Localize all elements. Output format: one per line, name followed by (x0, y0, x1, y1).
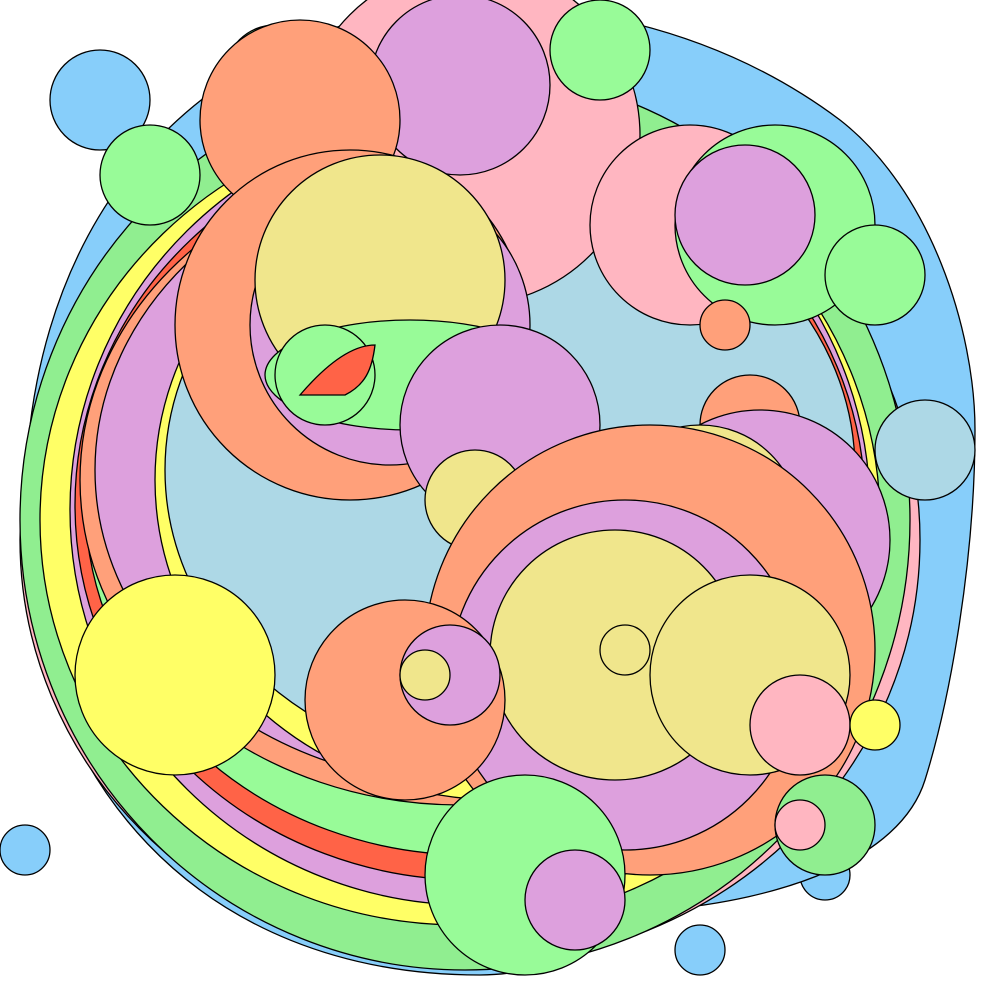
circle-right-lightblue (874, 399, 976, 501)
circle-outer-bottom-left (0, 824, 51, 876)
circle-low-left-dot (399, 649, 451, 701)
sliver-tomato-left (298, 344, 376, 396)
circle-ll-yellow (74, 574, 276, 776)
circle-tiny-salmon (699, 299, 751, 351)
circle-top-plum (369, 0, 551, 176)
circle-right-green-far (824, 224, 926, 326)
main-cluster (19, 0, 976, 976)
circle-bottom-plum (524, 849, 626, 951)
circle-rl-pink-small (774, 799, 826, 851)
circle-rl-yellow-small (849, 699, 901, 751)
circle-rl-pink (749, 674, 851, 776)
circle-outer-bottom-center (674, 924, 726, 976)
circle-right-plum (674, 144, 816, 286)
circle-top-green-right (549, 0, 651, 101)
circle-low-khaki-dot (599, 624, 651, 676)
circle-left-green-small (99, 124, 201, 226)
circle-outer-top-left (49, 49, 151, 151)
